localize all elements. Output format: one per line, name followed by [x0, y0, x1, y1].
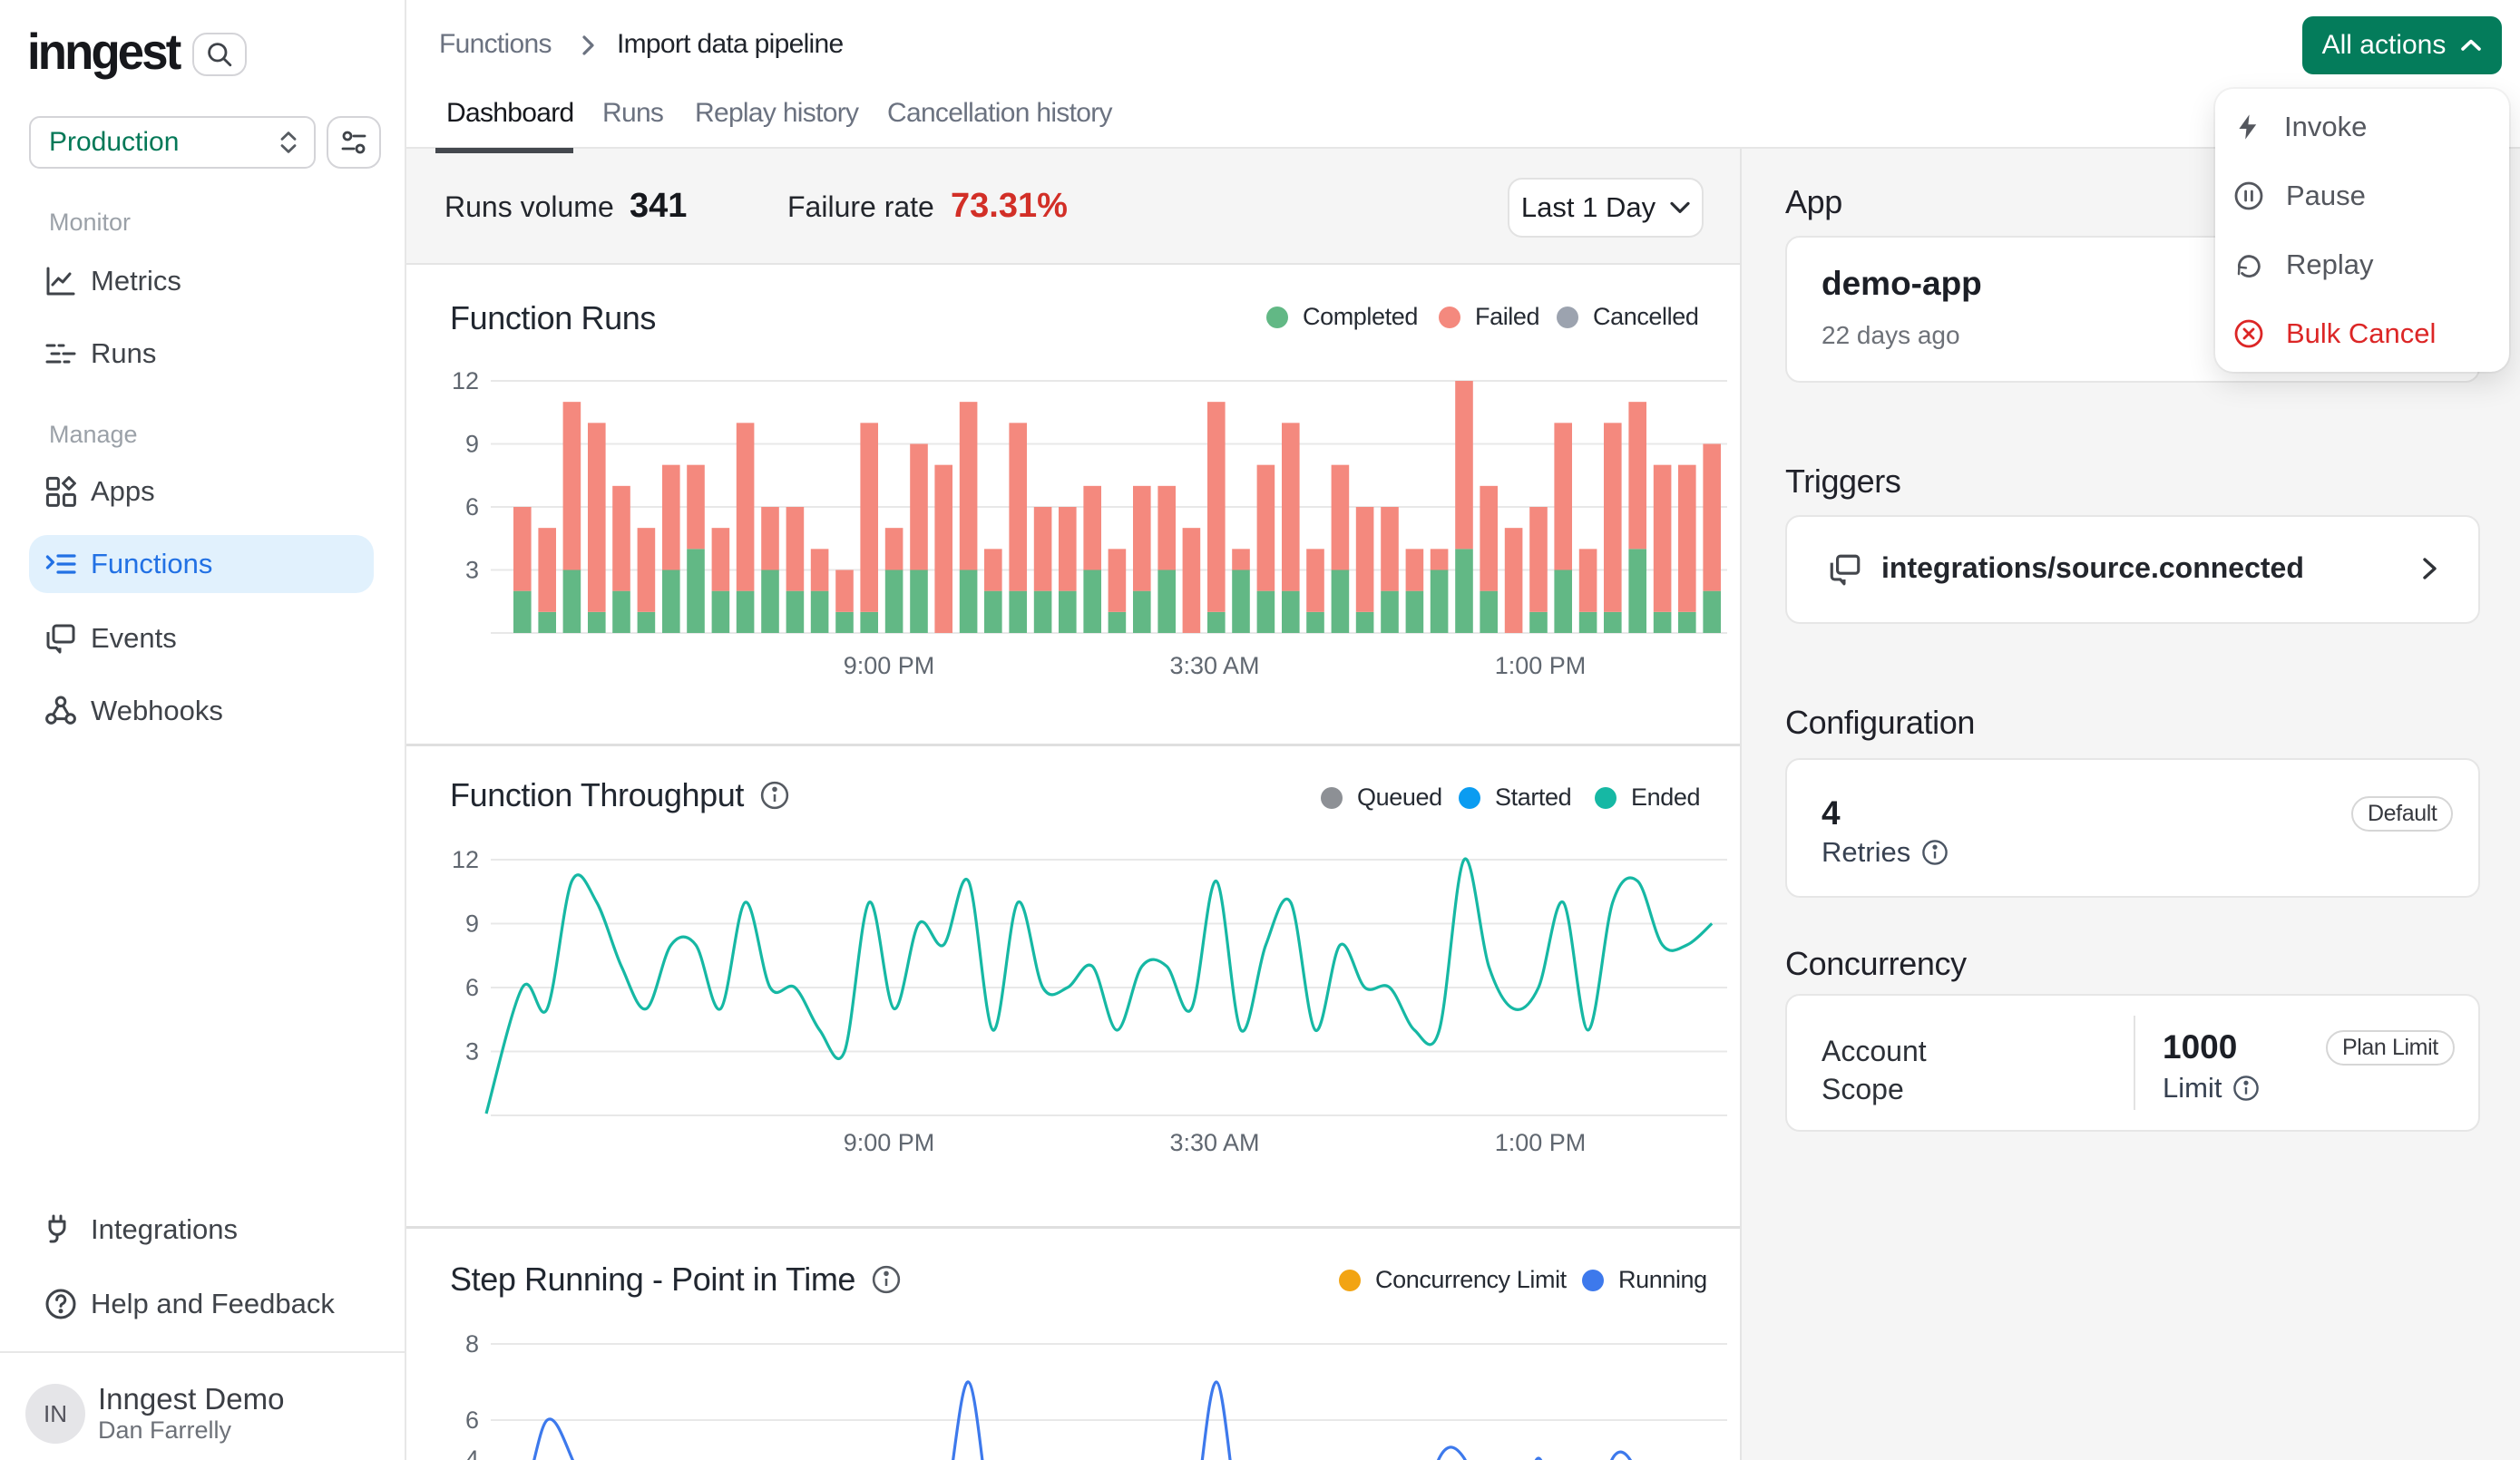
svg-text:4: 4	[465, 1445, 479, 1460]
svg-text:1:00 PM: 1:00 PM	[1495, 1129, 1587, 1156]
svg-text:12: 12	[452, 367, 479, 394]
svg-text:3: 3	[465, 1037, 479, 1065]
svg-text:6: 6	[465, 974, 479, 1001]
svg-text:9:00 PM: 9:00 PM	[844, 1129, 935, 1156]
svg-text:1:00 PM: 1:00 PM	[1495, 652, 1587, 679]
svg-text:6: 6	[465, 493, 479, 521]
svg-text:9: 9	[465, 430, 479, 457]
svg-text:9:00 PM: 9:00 PM	[844, 652, 935, 679]
svg-text:6: 6	[465, 1406, 479, 1434]
svg-text:9: 9	[465, 910, 479, 937]
svg-text:3:30 AM: 3:30 AM	[1169, 1129, 1259, 1156]
svg-text:3:30 AM: 3:30 AM	[1169, 652, 1259, 679]
svg-text:12: 12	[452, 846, 479, 873]
svg-text:8: 8	[465, 1330, 479, 1358]
svg-text:3: 3	[465, 556, 479, 583]
